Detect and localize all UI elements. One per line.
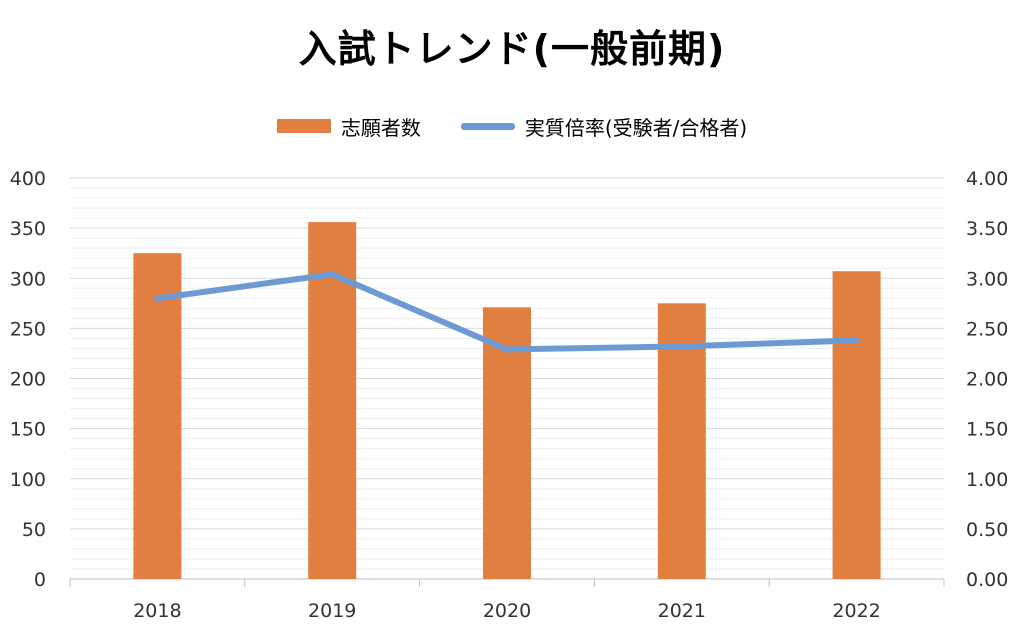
legend-label-bar: 志願者数 <box>340 115 421 140</box>
line-point <box>154 295 161 302</box>
y-left-tick-label: 150 <box>10 419 46 441</box>
line-point <box>504 346 510 353</box>
y-left-tick-label: 50 <box>22 519 46 541</box>
x-tick-label: 2019 <box>308 600 356 622</box>
y-right-tick-label: 2.00 <box>966 369 1008 391</box>
y-right-tick-label: 1.50 <box>966 419 1008 441</box>
line-point <box>329 271 336 278</box>
y-left-tick-label: 200 <box>10 369 46 391</box>
y-left-tick-label: 300 <box>10 268 46 290</box>
bar <box>483 307 531 579</box>
x-tick-label: 2022 <box>832 600 880 622</box>
y-right-tick-label: 3.00 <box>966 268 1008 290</box>
line-point <box>678 343 685 350</box>
bar <box>133 253 182 579</box>
legend-item-line: 実質倍率(受験者/合格者) <box>460 112 748 141</box>
chart-title: 入試トレンド(一般前期) <box>298 27 726 71</box>
y-right-tick-label: 2.50 <box>966 318 1008 340</box>
x-tick-label: 2020 <box>483 600 531 622</box>
legend-label-line: 実質倍率(受験者/合格者) <box>524 115 748 140</box>
legend-item-bar: 志願者数 <box>276 112 421 141</box>
y-right-tick-label: 3.50 <box>966 218 1008 240</box>
legend-swatch-line <box>460 122 515 130</box>
x-tick-label: 2018 <box>133 600 181 622</box>
y-left-tick-label: 100 <box>10 469 46 491</box>
legend: 志願者数 実質倍率(受験者/合格者) <box>0 110 1024 142</box>
legend-swatch-bar <box>276 119 331 133</box>
bar <box>832 271 881 579</box>
y-right-tick-label: 0.00 <box>966 569 1008 591</box>
y-left-tick-label: 400 <box>10 168 46 190</box>
x-tick-label: 2021 <box>658 600 706 622</box>
y-right-tick-label: 0.50 <box>966 519 1008 541</box>
line-point <box>853 337 860 344</box>
y-left-tick-label: 0 <box>34 569 46 591</box>
y-right-tick-label: 4.00 <box>966 168 1008 190</box>
y-left-tick-label: 250 <box>10 318 46 340</box>
y-right-tick-label: 1.00 <box>966 469 1008 491</box>
y-left-tick-label: 350 <box>10 218 46 240</box>
